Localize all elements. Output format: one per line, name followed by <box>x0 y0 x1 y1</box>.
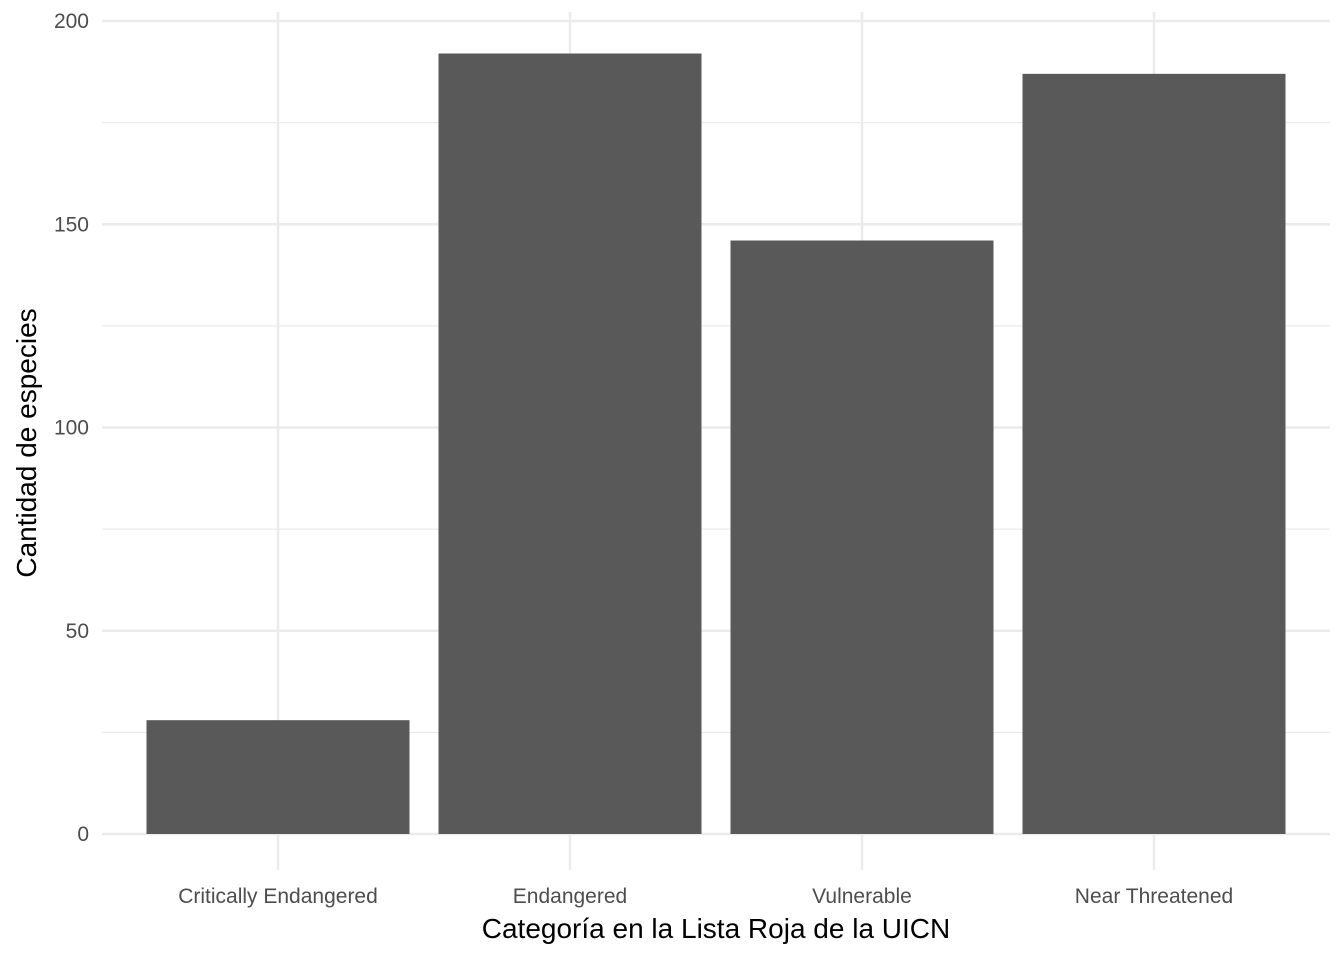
y-tick-label: 100 <box>54 417 89 440</box>
bar <box>146 720 410 834</box>
x-tick-label: Critically Endangered <box>178 885 378 908</box>
x-axis-title: Categoría en la Lista Roja de la UICN <box>482 913 950 944</box>
x-tick-label: Endangered <box>513 885 627 908</box>
y-tick-label: 200 <box>54 10 89 33</box>
y-axis-title: Cantidad de especies <box>11 308 42 577</box>
y-tick-label: 150 <box>54 213 89 236</box>
x-tick-label: Vulnerable <box>812 885 912 908</box>
x-tick-label: Near Threatened <box>1075 885 1233 908</box>
bars <box>146 53 1286 835</box>
y-tick-label: 50 <box>66 620 89 643</box>
x-axis-ticks: Critically Endangered Endangered Vulnerabl… <box>178 885 1233 908</box>
bar <box>438 53 702 834</box>
y-tick-label: 0 <box>77 823 89 846</box>
bar <box>1022 73 1286 835</box>
bar <box>730 240 994 834</box>
y-axis-ticks: 0 50 100 150 200 <box>54 10 89 846</box>
